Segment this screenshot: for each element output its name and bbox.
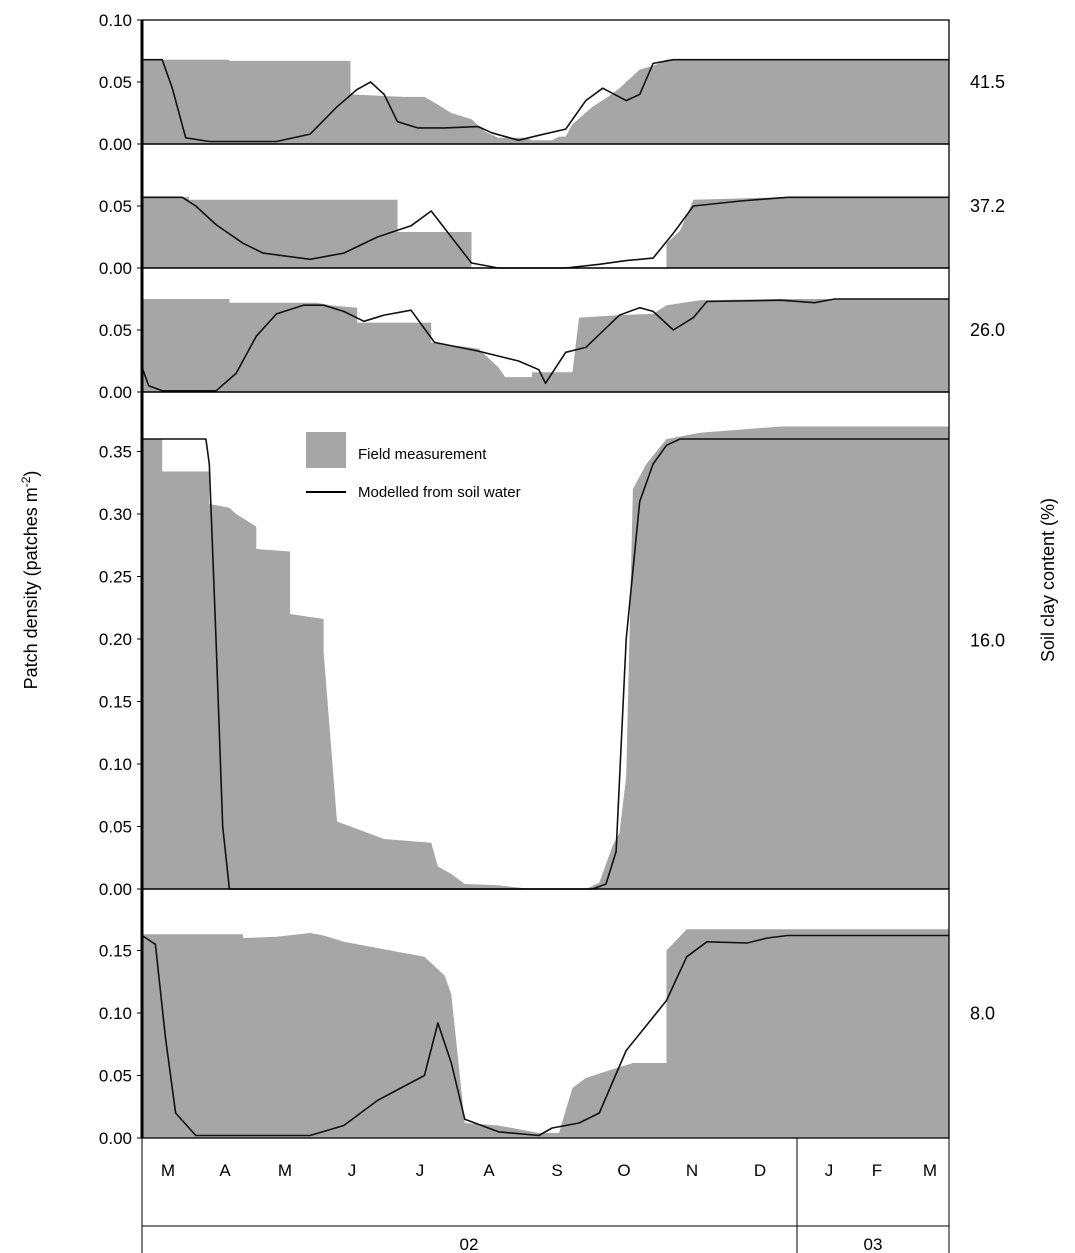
model-line (142, 438, 949, 890)
y-tick-label: 0.00 (99, 259, 132, 278)
month-label: A (483, 1161, 495, 1180)
panel-37.2: 0.05 0.00 37.2 (99, 143, 1005, 278)
month-label: F (872, 1161, 882, 1180)
model-line (142, 58, 949, 143)
y-tick-label: 0.05 (99, 197, 132, 216)
y-tick-label: 0.05 (99, 321, 132, 340)
field-area (142, 426, 949, 889)
year-label: 02 (460, 1235, 479, 1253)
month-label: O (617, 1161, 630, 1180)
month-label: M (923, 1161, 937, 1180)
field-area (142, 299, 949, 392)
clay-content-label: 26.0 (970, 320, 1005, 340)
legend-field-label: Field measurement (358, 446, 487, 463)
y-tick-label: 0.00 (99, 880, 132, 899)
y-tick-label: 0.30 (99, 505, 132, 524)
y-tick-label: 0.15 (99, 693, 132, 712)
month-label: M (278, 1161, 292, 1180)
y-tick-label: 0.05 (99, 818, 132, 837)
month-label: J (416, 1161, 425, 1180)
y-tick-label: 0.10 (99, 755, 132, 774)
right-axis-title: Soil clay content (%) (1038, 498, 1058, 662)
month-label: J (348, 1161, 357, 1180)
model-line (141, 934, 949, 1137)
y-tick-label: 0.25 (99, 568, 132, 587)
month-label: S (551, 1161, 562, 1180)
legend-field-swatch (306, 432, 346, 468)
month-label: D (754, 1161, 766, 1180)
month-label: M (161, 1161, 175, 1180)
model-line (141, 298, 949, 392)
clay-content-label: 41.5 (970, 72, 1005, 92)
y-tick-label: 0.20 (99, 630, 132, 649)
clay-content-label: 37.2 (970, 196, 1005, 216)
panel-16.0: 0.35 0.30 0.25 0.20 0.15 0.10 0.05 0.00 16.0 (99, 391, 1005, 899)
clay-content-label: 16.0 (970, 631, 1005, 651)
legend-model-label: Modelled from soil water (358, 484, 521, 501)
field-area (142, 197, 949, 268)
month-label: A (219, 1161, 231, 1180)
panel-8.0: 0.15 0.10 0.05 0.00 8.0 (99, 888, 995, 1148)
y-tick-label: 0.10 (99, 1004, 132, 1023)
month-label: N (686, 1161, 698, 1180)
x-axis: M A M J J A S O N D J F M 02 03 (141, 1138, 950, 1253)
y-tick-label: 0.00 (99, 1129, 132, 1148)
model-line (142, 196, 949, 269)
y-tick-label: 0.10 (99, 11, 132, 30)
y-tick-label: 0.05 (99, 1067, 132, 1086)
legend: Field measurement Modelled from soil wat… (306, 432, 521, 501)
chart-panels: 0.10 0.05 0.00 41.5 0.05 0.00 37.2 0.05 0.00 26.0… (99, 11, 1005, 1148)
y-tick-label: 0.35 (99, 443, 132, 462)
y-axis-title: Patch density (patches m-2) (19, 471, 41, 690)
month-label: J (825, 1161, 834, 1180)
y-tick-label: 0.15 (99, 942, 132, 961)
y-tick-label: 0.00 (99, 135, 132, 154)
panel-26.0: 0.05 0.00 26.0 (99, 267, 1005, 402)
field-area (142, 929, 949, 1138)
y-tick-label: 0.00 (99, 383, 132, 402)
clay-content-label: 8.0 (970, 1004, 995, 1024)
panel-41.5: 0.10 0.05 0.00 41.5 (99, 11, 1005, 154)
field-area (142, 59, 949, 145)
year-label: 03 (864, 1235, 883, 1253)
y-tick-label: 0.05 (99, 73, 132, 92)
